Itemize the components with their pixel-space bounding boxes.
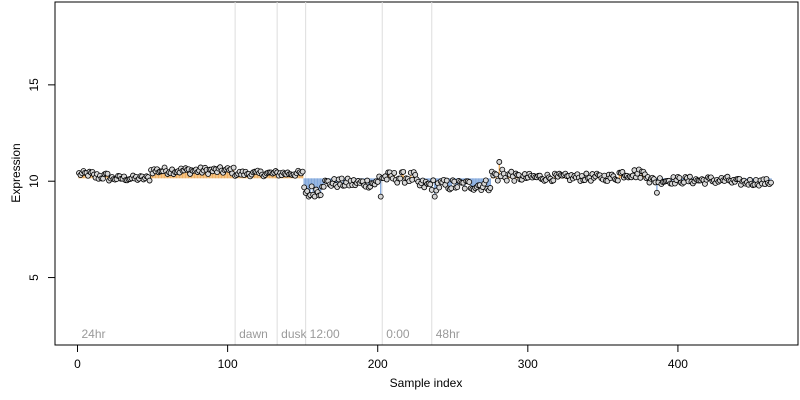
data-point (230, 164, 237, 171)
data-point (317, 192, 324, 199)
data-point (768, 179, 774, 186)
y-axis: 5 10 15 (27, 78, 56, 281)
data-point (308, 183, 315, 190)
data-point (487, 185, 494, 191)
phase-dividers (234, 2, 433, 345)
data-point (657, 175, 663, 182)
x-tick-label: 100 (218, 357, 238, 371)
phase-label: 12:00 (310, 327, 340, 341)
y-tick-label: 5 (27, 274, 41, 281)
data-point (104, 170, 111, 177)
phase-label: dawn (239, 327, 268, 341)
data-point (436, 184, 443, 191)
data-point (301, 184, 308, 191)
data-point (364, 177, 371, 184)
data-point (391, 169, 398, 176)
data-point (503, 177, 510, 184)
data-point (374, 179, 381, 185)
x-axis: 0 100 200 300 400 (74, 344, 688, 371)
data-point (637, 174, 644, 181)
y-tick-label: 10 (27, 174, 41, 188)
data-point (619, 169, 626, 175)
y-tick-label: 15 (27, 78, 41, 92)
data-point (654, 189, 660, 196)
data-point (511, 177, 518, 184)
data-point (461, 185, 468, 192)
phase-labels: 24hr dawn dusk 12:00 0:00 48hr (82, 327, 460, 341)
data-point (676, 174, 683, 181)
data-point (397, 175, 404, 182)
x-tick-label: 300 (518, 357, 538, 371)
data-point (443, 177, 450, 184)
data-point (431, 193, 438, 200)
x-axis-title: Sample index (390, 376, 463, 390)
data-point (430, 177, 437, 184)
data-point (299, 168, 306, 175)
data-point (338, 175, 345, 182)
data-point (383, 176, 390, 183)
phase-label: 24hr (82, 327, 106, 341)
data-point (400, 168, 407, 175)
data-point (494, 177, 501, 184)
data-point (377, 193, 384, 200)
data-point (687, 173, 693, 180)
data-point (454, 184, 461, 191)
data-point (146, 177, 153, 184)
x-tick-label: 200 (368, 357, 388, 371)
data-point (614, 177, 621, 184)
x-tick-label: 0 (74, 357, 81, 371)
data-point (550, 177, 557, 184)
data-point (320, 183, 327, 190)
phase-label: 48hr (436, 327, 460, 341)
data-point (496, 159, 503, 165)
phase-label: dusk (281, 327, 307, 341)
data-point (466, 179, 473, 185)
data-point (427, 181, 434, 188)
data-point (482, 177, 489, 184)
y-axis-title: Expression (9, 143, 23, 202)
x-tick-label: 400 (668, 357, 688, 371)
phase-label: 0:00 (386, 327, 410, 341)
data-points (76, 159, 774, 200)
data-point (304, 188, 311, 195)
